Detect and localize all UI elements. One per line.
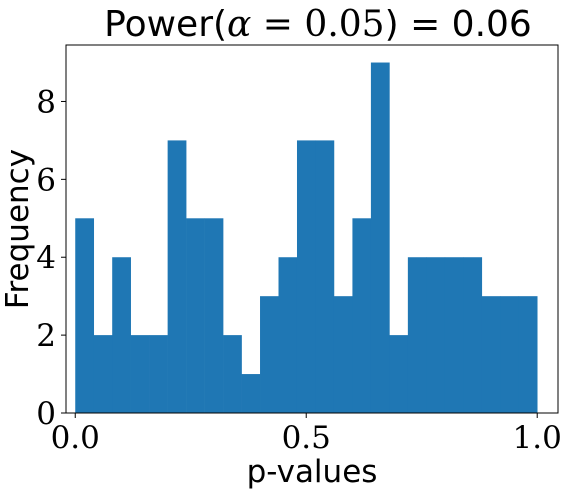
histogram-bar xyxy=(112,257,131,413)
y-tick-label: 0 xyxy=(36,396,56,432)
x-axis-label: p-values xyxy=(247,454,378,490)
histogram-bar xyxy=(296,140,316,413)
histogram-bar xyxy=(93,335,113,413)
histogram-bar xyxy=(167,140,187,413)
histogram-bar xyxy=(241,374,261,413)
histogram-bar xyxy=(186,218,205,413)
bars-group xyxy=(75,62,538,414)
histogram-bar xyxy=(407,257,427,413)
ticks-group: 0.0 0.5 1.0 0 2 4 6 8 xyxy=(36,84,562,456)
histogram-bar xyxy=(75,218,95,413)
histogram-bar xyxy=(518,296,538,413)
histogram-bar xyxy=(204,218,224,413)
title-symbol: α xyxy=(227,4,251,45)
chart-title: Power(α = 0.05) = 0.06 xyxy=(104,4,532,45)
histogram-bar xyxy=(370,62,390,414)
histogram-bar xyxy=(315,140,335,413)
title-value-expr: 0.05 xyxy=(304,4,384,45)
y-axis-label: Frequency xyxy=(0,149,36,309)
histogram-bar xyxy=(278,257,298,413)
title-prefix: Power( xyxy=(104,4,227,45)
y-tick-label: 6 xyxy=(36,162,56,198)
histogram-bar xyxy=(223,335,242,413)
histogram-bar xyxy=(333,296,353,413)
y-tick-label: 8 xyxy=(36,84,56,120)
title-suffix: ) = 0.06 xyxy=(385,4,532,45)
x-tick-label: 1.0 xyxy=(513,420,562,456)
y-tick-label: 4 xyxy=(36,240,56,276)
histogram-bar xyxy=(500,296,520,413)
plot-frame xyxy=(65,44,559,414)
histogram-bar xyxy=(444,257,464,413)
x-tick-label: 0.0 xyxy=(51,420,100,456)
histogram-bar xyxy=(130,335,150,413)
histogram-bar xyxy=(260,296,279,413)
histogram-bar xyxy=(389,335,409,413)
histogram-bar xyxy=(352,218,372,413)
y-tick-label: 2 xyxy=(36,318,56,354)
histogram-bar xyxy=(426,257,446,413)
title-equals: = xyxy=(251,4,304,45)
histogram-bar xyxy=(463,257,483,413)
histogram-bar xyxy=(149,335,168,413)
x-tick-label: 0.5 xyxy=(282,420,331,456)
histogram-bar xyxy=(481,296,501,413)
